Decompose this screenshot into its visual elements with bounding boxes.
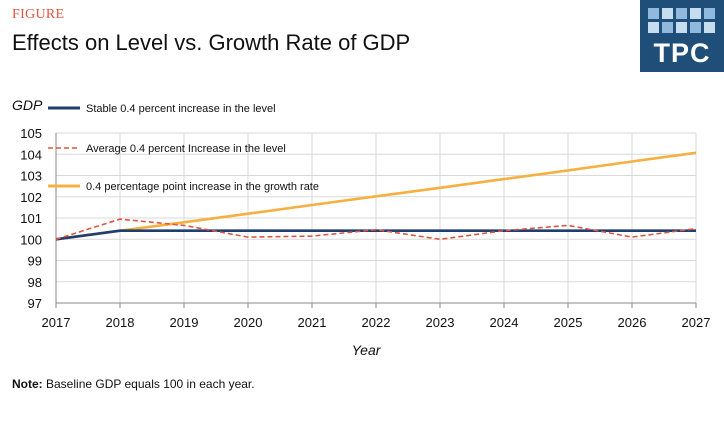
y-axis-label: GDP (12, 97, 43, 113)
x-tick-label: 2023 (426, 315, 455, 330)
x-tick-label: 2027 (682, 315, 711, 330)
x-tick-label: 2020 (234, 315, 263, 330)
x-axis-label: Year (352, 342, 382, 358)
chart-title: Effects on Level vs. Growth Rate of GDP (12, 30, 411, 55)
y-tick-label: 100 (20, 232, 42, 247)
y-tick-label: 97 (28, 296, 42, 311)
axes: 97 98 99 100 101 102 103 104 105 2017 2018 2019 2020… (20, 126, 710, 330)
x-tick-label: 2024 (490, 315, 519, 330)
y-tick-label: 99 (28, 254, 42, 269)
x-tick-label: 2017 (42, 315, 71, 330)
x-tick-label: 2021 (298, 315, 327, 330)
series-line-0 (55, 229, 696, 241)
x-tick-label: 2022 (362, 315, 391, 330)
chart-note: Note: Baseline GDP equals 100 in each ye… (12, 377, 255, 391)
series-line-2 (55, 151, 697, 241)
legend-label-0: Stable 0.4 percent increase in the level (86, 103, 276, 115)
y-tick-label: 102 (20, 190, 42, 205)
series-lines (55, 151, 697, 241)
figure-eyebrow: FIGURE (12, 7, 65, 22)
legend-label-2: 0.4 percentage point increase in the gro… (86, 181, 319, 193)
logo-text: TPC (653, 38, 711, 68)
y-tick-label: 101 (20, 211, 42, 226)
x-tick-label: 2019 (170, 315, 199, 330)
series-line-1 (55, 218, 697, 241)
legend: Stable 0.4 percent increase in the level… (48, 103, 319, 193)
x-tick-label: 2026 (618, 315, 647, 330)
x-tick-label: 2018 (106, 315, 135, 330)
y-tick-label: 105 (20, 126, 42, 141)
note-label: Note: (12, 377, 43, 391)
y-tick-label: 103 (20, 169, 42, 184)
legend-label-1: Average 0.4 percent Increase in the leve… (86, 143, 286, 155)
tpc-logo: TPC (640, 0, 724, 72)
x-tick-label: 2025 (554, 315, 583, 330)
grid-lines (55, 132, 697, 303)
note-text: Baseline GDP equals 100 in each year. (42, 377, 255, 391)
logo-grid-icon (648, 8, 715, 33)
y-tick-label: 104 (20, 147, 42, 162)
y-tick-label: 98 (28, 275, 42, 290)
